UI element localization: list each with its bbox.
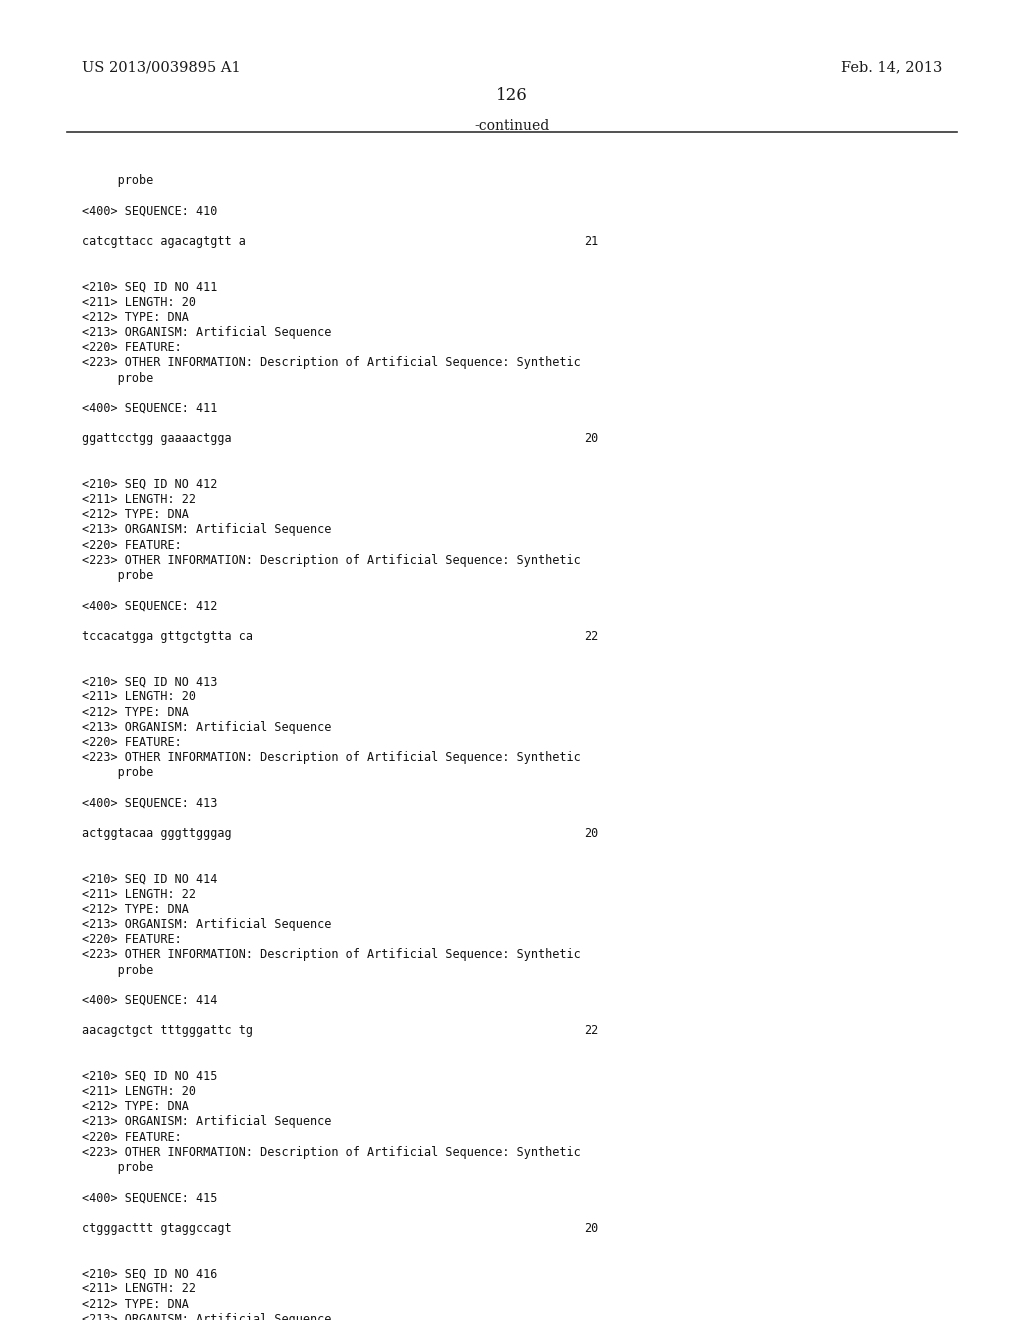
Text: 126: 126 [496, 87, 528, 104]
Text: <211> LENGTH: 22: <211> LENGTH: 22 [82, 1283, 196, 1295]
Text: ggattcctgg gaaaactgga: ggattcctgg gaaaactgga [82, 433, 231, 445]
Text: probe: probe [82, 766, 154, 779]
Text: <223> OTHER INFORMATION: Description of Artificial Sequence: Synthetic: <223> OTHER INFORMATION: Description of … [82, 356, 581, 370]
Text: <220> FEATURE:: <220> FEATURE: [82, 737, 181, 748]
Text: actggtacaa gggttgggag: actggtacaa gggttgggag [82, 826, 231, 840]
Text: <400> SEQUENCE: 410: <400> SEQUENCE: 410 [82, 205, 217, 218]
Text: <213> ORGANISM: Artificial Sequence: <213> ORGANISM: Artificial Sequence [82, 326, 332, 339]
Text: US 2013/0039895 A1: US 2013/0039895 A1 [82, 61, 241, 75]
Text: <211> LENGTH: 20: <211> LENGTH: 20 [82, 1085, 196, 1098]
Text: probe: probe [82, 174, 154, 187]
Text: <212> TYPE: DNA: <212> TYPE: DNA [82, 1101, 188, 1113]
Text: <213> ORGANISM: Artificial Sequence: <213> ORGANISM: Artificial Sequence [82, 523, 332, 536]
Text: <210> SEQ ID NO 414: <210> SEQ ID NO 414 [82, 873, 217, 886]
Text: <220> FEATURE:: <220> FEATURE: [82, 539, 181, 552]
Text: <211> LENGTH: 22: <211> LENGTH: 22 [82, 887, 196, 900]
Text: aacagctgct tttgggattc tg: aacagctgct tttgggattc tg [82, 1024, 253, 1038]
Text: 20: 20 [584, 1222, 598, 1234]
Text: <400> SEQUENCE: 411: <400> SEQUENCE: 411 [82, 401, 217, 414]
Text: probe: probe [82, 1162, 154, 1173]
Text: tccacatgga gttgctgtta ca: tccacatgga gttgctgtta ca [82, 630, 253, 643]
Text: -continued: -continued [474, 119, 550, 133]
Text: <210> SEQ ID NO 411: <210> SEQ ID NO 411 [82, 281, 217, 293]
Text: <400> SEQUENCE: 413: <400> SEQUENCE: 413 [82, 796, 217, 809]
Text: <211> LENGTH: 22: <211> LENGTH: 22 [82, 494, 196, 506]
Text: <210> SEQ ID NO 415: <210> SEQ ID NO 415 [82, 1069, 217, 1082]
Text: ctgggacttt gtaggccagt: ctgggacttt gtaggccagt [82, 1222, 231, 1234]
Text: <211> LENGTH: 20: <211> LENGTH: 20 [82, 296, 196, 309]
Text: <223> OTHER INFORMATION: Description of Artificial Sequence: Synthetic: <223> OTHER INFORMATION: Description of … [82, 554, 581, 566]
Text: <400> SEQUENCE: 415: <400> SEQUENCE: 415 [82, 1191, 217, 1204]
Text: catcgttacc agacagtgtt a: catcgttacc agacagtgtt a [82, 235, 246, 248]
Text: <210> SEQ ID NO 416: <210> SEQ ID NO 416 [82, 1267, 217, 1280]
Text: <223> OTHER INFORMATION: Description of Artificial Sequence: Synthetic: <223> OTHER INFORMATION: Description of … [82, 1146, 581, 1159]
Text: probe: probe [82, 372, 154, 384]
Text: 20: 20 [584, 433, 598, 445]
Text: 21: 21 [584, 235, 598, 248]
Text: <213> ORGANISM: Artificial Sequence: <213> ORGANISM: Artificial Sequence [82, 1115, 332, 1129]
Text: 20: 20 [584, 826, 598, 840]
Text: <210> SEQ ID NO 412: <210> SEQ ID NO 412 [82, 478, 217, 491]
Text: <212> TYPE: DNA: <212> TYPE: DNA [82, 705, 188, 718]
Text: <400> SEQUENCE: 412: <400> SEQUENCE: 412 [82, 599, 217, 612]
Text: probe: probe [82, 569, 154, 582]
Text: <211> LENGTH: 20: <211> LENGTH: 20 [82, 690, 196, 704]
Text: <220> FEATURE:: <220> FEATURE: [82, 933, 181, 946]
Text: <212> TYPE: DNA: <212> TYPE: DNA [82, 508, 188, 521]
Text: <212> TYPE: DNA: <212> TYPE: DNA [82, 1298, 188, 1311]
Text: Feb. 14, 2013: Feb. 14, 2013 [841, 61, 942, 75]
Text: <223> OTHER INFORMATION: Description of Artificial Sequence: Synthetic: <223> OTHER INFORMATION: Description of … [82, 948, 581, 961]
Text: <210> SEQ ID NO 413: <210> SEQ ID NO 413 [82, 676, 217, 688]
Text: <213> ORGANISM: Artificial Sequence: <213> ORGANISM: Artificial Sequence [82, 721, 332, 734]
Text: <212> TYPE: DNA: <212> TYPE: DNA [82, 312, 188, 323]
Text: <212> TYPE: DNA: <212> TYPE: DNA [82, 903, 188, 916]
Text: probe: probe [82, 964, 154, 977]
Text: <220> FEATURE:: <220> FEATURE: [82, 1130, 181, 1143]
Text: <213> ORGANISM: Artificial Sequence: <213> ORGANISM: Artificial Sequence [82, 919, 332, 931]
Text: 22: 22 [584, 1024, 598, 1038]
Text: <223> OTHER INFORMATION: Description of Artificial Sequence: Synthetic: <223> OTHER INFORMATION: Description of … [82, 751, 581, 764]
Text: <220> FEATURE:: <220> FEATURE: [82, 341, 181, 354]
Text: 22: 22 [584, 630, 598, 643]
Text: <400> SEQUENCE: 414: <400> SEQUENCE: 414 [82, 994, 217, 1007]
Text: <213> ORGANISM: Artificial Sequence: <213> ORGANISM: Artificial Sequence [82, 1312, 332, 1320]
